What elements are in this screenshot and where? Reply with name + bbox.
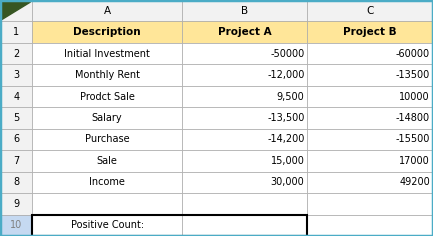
Bar <box>0 172 32 193</box>
Text: 15,000: 15,000 <box>271 156 304 166</box>
Text: -15500: -15500 <box>396 135 430 144</box>
Bar <box>32 21 182 43</box>
Bar <box>32 150 182 172</box>
Text: 9,500: 9,500 <box>277 92 304 101</box>
Bar <box>307 86 433 107</box>
Text: Sale: Sale <box>97 156 118 166</box>
Text: A: A <box>103 6 111 16</box>
Bar <box>182 86 307 107</box>
Bar <box>182 43 307 64</box>
Text: 4: 4 <box>13 92 19 101</box>
Text: Project A: Project A <box>218 27 271 37</box>
Text: -14800: -14800 <box>396 113 430 123</box>
Bar <box>32 215 307 236</box>
Bar <box>32 172 182 193</box>
Text: -50000: -50000 <box>270 49 304 59</box>
Bar <box>182 107 307 129</box>
Bar <box>307 129 433 150</box>
Text: -12,000: -12,000 <box>267 70 304 80</box>
Bar <box>307 215 433 236</box>
Text: Purchase: Purchase <box>85 135 129 144</box>
Bar <box>307 64 433 86</box>
Bar <box>32 107 182 129</box>
Bar <box>182 172 307 193</box>
Text: 49200: 49200 <box>399 177 430 187</box>
Bar <box>307 172 433 193</box>
Polygon shape <box>2 2 30 19</box>
Text: 6: 6 <box>13 135 19 144</box>
Text: 9: 9 <box>13 199 19 209</box>
Text: Income: Income <box>89 177 125 187</box>
Text: 3: 3 <box>13 70 19 80</box>
Bar <box>0 129 32 150</box>
Bar <box>32 129 182 150</box>
Text: 8: 8 <box>13 177 19 187</box>
Bar <box>307 193 433 215</box>
Bar <box>182 193 307 215</box>
Bar <box>0 150 32 172</box>
Bar <box>0 193 32 215</box>
Bar <box>307 107 433 129</box>
Bar <box>307 43 433 64</box>
Text: 10000: 10000 <box>399 92 430 101</box>
Text: Prodct Sale: Prodct Sale <box>80 92 135 101</box>
Bar <box>182 215 307 236</box>
Bar <box>32 43 182 64</box>
Bar <box>0 0 32 21</box>
Text: Project B: Project B <box>343 27 397 37</box>
Bar <box>0 86 32 107</box>
Text: B: B <box>241 6 248 16</box>
Bar <box>32 193 182 215</box>
Text: 17000: 17000 <box>399 156 430 166</box>
Text: Salary: Salary <box>92 113 123 123</box>
Bar <box>307 21 433 43</box>
Bar <box>0 21 32 43</box>
Bar <box>307 0 433 21</box>
Text: 2: 2 <box>13 49 19 59</box>
Text: Positive Count:: Positive Count: <box>71 220 144 230</box>
Bar <box>182 150 307 172</box>
Bar <box>307 150 433 172</box>
Bar <box>32 86 182 107</box>
Bar <box>0 107 32 129</box>
Text: Monthly Rent: Monthly Rent <box>74 70 140 80</box>
Text: 5: 5 <box>13 113 19 123</box>
Bar <box>0 43 32 64</box>
Text: -13,500: -13,500 <box>267 113 304 123</box>
Text: Initial Investment: Initial Investment <box>64 49 150 59</box>
Bar <box>182 64 307 86</box>
Text: 7: 7 <box>13 156 19 166</box>
Bar <box>182 129 307 150</box>
Bar <box>0 64 32 86</box>
Text: C: C <box>366 6 374 16</box>
Bar <box>32 0 182 21</box>
Text: Description: Description <box>73 27 141 37</box>
Text: 10: 10 <box>10 220 23 230</box>
Bar <box>32 64 182 86</box>
Bar <box>182 21 307 43</box>
Text: -14,200: -14,200 <box>267 135 304 144</box>
Text: 1: 1 <box>13 27 19 37</box>
Text: 30,000: 30,000 <box>271 177 304 187</box>
Text: -60000: -60000 <box>396 49 430 59</box>
Bar <box>182 0 307 21</box>
Text: -13500: -13500 <box>396 70 430 80</box>
Bar <box>0 215 32 236</box>
Bar <box>32 215 182 236</box>
